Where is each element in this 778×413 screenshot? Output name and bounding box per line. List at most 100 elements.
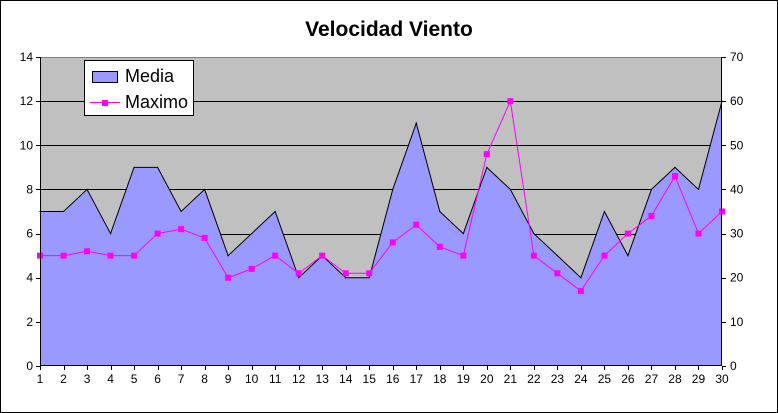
maximo-line — [40, 99, 723, 292]
legend: Media Maximo — [84, 60, 194, 116]
x-tick-label: 2 — [60, 372, 67, 386]
maximo-marker — [342, 270, 349, 277]
media-point — [368, 277, 370, 279]
y-right-tick-label: 70 — [730, 50, 744, 64]
media-point — [627, 255, 629, 257]
x-tick-label: 10 — [245, 372, 259, 386]
media-point — [650, 188, 653, 191]
media-area-layer — [39, 100, 723, 367]
chart-title: Velocidad Viento — [305, 18, 473, 41]
x-tick-label: 18 — [433, 372, 447, 386]
x-tick-label: 6 — [154, 372, 161, 386]
maximo-marker — [248, 265, 255, 272]
y-left-tick-label: 4 — [26, 271, 33, 285]
maximo-marker — [107, 252, 114, 259]
maximo-marker — [389, 239, 396, 246]
maximo-marker — [178, 226, 185, 233]
media-point — [227, 255, 229, 257]
x-tick-label: 27 — [645, 372, 659, 386]
x-tick-label: 23 — [551, 372, 565, 386]
legend-swatch-media — [92, 71, 118, 83]
x-tick-label: 24 — [574, 372, 588, 386]
media-point — [298, 277, 300, 279]
maximo-marker — [319, 252, 326, 259]
media-point — [603, 210, 606, 213]
x-tick-label: 12 — [292, 372, 306, 386]
media-point — [580, 277, 582, 279]
legend-item-maximo: Maximo — [85, 91, 193, 115]
media-point — [415, 122, 417, 124]
x-tick-label: 7 — [178, 372, 185, 386]
y-right-tick-label: 50 — [730, 138, 744, 152]
x-tick-label: 26 — [621, 372, 635, 386]
maximo-marker — [507, 98, 514, 105]
maximo-marker — [436, 243, 443, 250]
media-point — [697, 188, 700, 191]
maximo-marker — [554, 270, 561, 277]
media-area-outline — [40, 101, 723, 279]
maximo-marker — [366, 270, 373, 277]
maximo-marker — [624, 230, 631, 237]
media-point — [274, 210, 276, 213]
legend-swatch-maximo-marker — [102, 100, 108, 106]
maximo-marker — [483, 151, 490, 158]
y-left-tick-label: 8 — [26, 182, 33, 196]
y-right-tick-label: 0 — [730, 359, 737, 373]
maximo-marker — [577, 287, 584, 294]
maximo-marker — [413, 221, 420, 228]
x-tick-label: 29 — [692, 372, 706, 386]
y-right-tick-label: 30 — [730, 227, 744, 241]
x-tick-label: 13 — [316, 372, 330, 386]
maximo-marker — [201, 234, 208, 241]
x-tick-label: 16 — [386, 372, 400, 386]
x-tick-label: 14 — [339, 372, 353, 386]
maximo-marker — [695, 230, 702, 237]
x-tick-label: 15 — [363, 372, 377, 386]
media-point — [556, 255, 558, 257]
legend-label-media: Media — [125, 66, 175, 86]
maximo-marker — [460, 252, 467, 259]
maximo-marker — [60, 252, 67, 259]
x-tick-label: 22 — [527, 372, 541, 386]
x-tick-label: 21 — [504, 372, 518, 386]
media-point — [674, 166, 676, 168]
maximo-marker — [671, 173, 678, 180]
x-tick-label: 25 — [598, 372, 612, 386]
media-point — [533, 232, 535, 235]
maximo-marker — [225, 274, 232, 281]
media-point — [109, 232, 112, 235]
media-point — [86, 188, 88, 191]
y-left-tick-label: 14 — [20, 50, 34, 64]
media-point — [62, 210, 65, 213]
x-tick-label: 11 — [269, 372, 282, 386]
y-right-tick-label: 60 — [730, 94, 744, 108]
y-left-tick-label: 6 — [26, 227, 33, 241]
x-tick-label: 3 — [84, 372, 91, 386]
media-point — [486, 166, 488, 168]
maximo-marker — [131, 252, 138, 259]
y-right-tick-label: 40 — [730, 182, 744, 196]
x-tick-label: 19 — [457, 372, 471, 386]
media-point — [180, 210, 182, 213]
media-point — [156, 166, 159, 168]
maximo-marker — [154, 230, 161, 237]
media-point — [509, 188, 511, 191]
media-point — [392, 188, 394, 191]
media-point — [462, 232, 464, 235]
y-right-tick-label: 20 — [730, 271, 744, 285]
x-tick-label: 17 — [410, 372, 424, 386]
y-left-tick-label: 10 — [20, 138, 34, 152]
media-point — [133, 166, 135, 168]
y-left-tick-label: 2 — [26, 315, 33, 329]
maximo-marker — [295, 270, 302, 277]
x-tick-label: 28 — [668, 372, 682, 386]
x-tick-label: 30 — [715, 372, 729, 386]
maximo-marker — [601, 252, 608, 259]
x-tick-label: 20 — [480, 372, 494, 386]
media-point — [439, 210, 441, 213]
maximo-marker — [648, 212, 655, 219]
media-point — [251, 232, 253, 235]
x-tick-label: 1 — [37, 372, 44, 386]
y-left-tick-label: 0 — [26, 359, 33, 373]
